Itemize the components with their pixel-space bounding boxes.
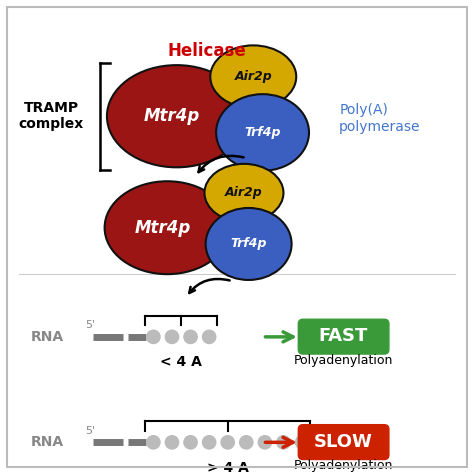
FancyBboxPatch shape [298,319,389,354]
Circle shape [165,330,179,343]
Circle shape [165,436,179,449]
Text: Air2p: Air2p [225,186,263,200]
Circle shape [258,436,272,449]
Text: 5': 5' [86,320,96,330]
Circle shape [221,436,234,449]
Text: Trf4p: Trf4p [244,126,281,139]
Circle shape [147,330,160,343]
Ellipse shape [206,208,292,280]
Circle shape [277,436,290,449]
Text: Mtr4p: Mtr4p [144,107,200,125]
Circle shape [202,330,216,343]
Text: TRAMP
complex: TRAMP complex [18,101,84,131]
Text: Air2p: Air2p [234,70,272,83]
Text: RNA: RNA [30,330,64,344]
Text: Polyadenylation: Polyadenylation [294,459,393,472]
Ellipse shape [204,164,283,222]
Circle shape [184,436,197,449]
Ellipse shape [210,46,296,108]
Circle shape [240,436,253,449]
Circle shape [147,436,160,449]
Text: 5': 5' [86,426,96,436]
Ellipse shape [107,65,246,167]
FancyBboxPatch shape [298,425,389,459]
Text: Poly(A)
polymerase: Poly(A) polymerase [339,103,421,134]
Circle shape [202,436,216,449]
Ellipse shape [216,94,309,171]
Text: FAST: FAST [319,328,368,346]
Circle shape [184,330,197,343]
Circle shape [295,436,309,449]
Text: Trf4p: Trf4p [230,237,267,250]
Text: Helicase: Helicase [167,42,246,60]
Text: > 4 A: > 4 A [207,461,249,474]
Text: RNA: RNA [30,435,64,449]
Text: Mtr4p: Mtr4p [135,219,191,237]
Ellipse shape [105,181,230,274]
Text: Polyadenylation: Polyadenylation [294,354,393,366]
Text: SLOW: SLOW [314,433,373,451]
Text: < 4 A: < 4 A [160,356,202,369]
